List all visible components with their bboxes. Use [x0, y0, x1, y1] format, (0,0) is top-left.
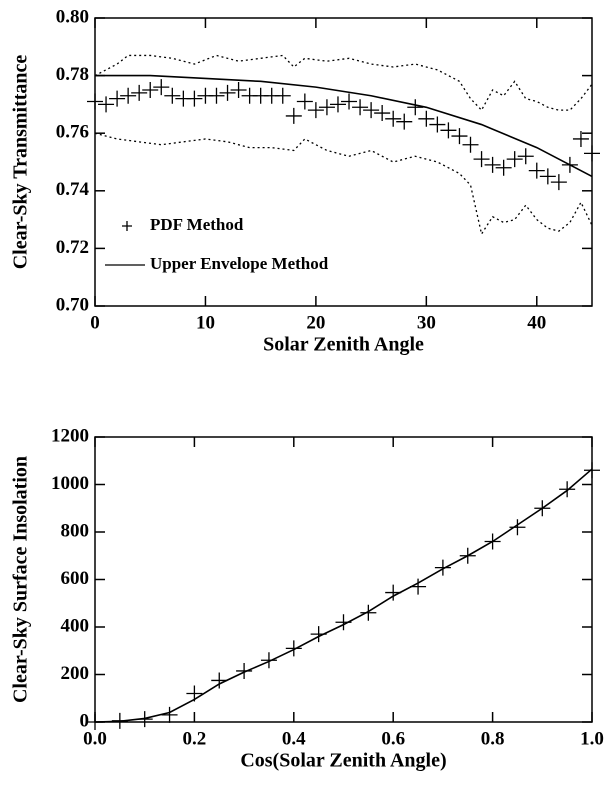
- data-point: [87, 93, 103, 110]
- y-tick-label: 0.70: [56, 294, 89, 315]
- y-tick-label: 1000: [51, 473, 89, 494]
- x-tick-label: 0: [90, 312, 100, 333]
- data-point: [484, 156, 501, 173]
- data-point: [230, 82, 247, 98]
- legend-label: PDF Method: [150, 215, 244, 234]
- data-point: [131, 84, 148, 101]
- y-tick-label: 0.76: [56, 122, 89, 143]
- x-tick-label: 0.2: [183, 728, 207, 749]
- data-point: [495, 159, 512, 176]
- series-line: [95, 74, 593, 178]
- series-line: [94, 468, 593, 723]
- data-point: [208, 87, 225, 104]
- data-point: [120, 87, 137, 104]
- bound-line: [94, 54, 593, 112]
- data-point: [219, 84, 236, 101]
- data-point: [363, 102, 380, 119]
- data-point: [572, 130, 589, 147]
- x-tick-label: 0.0: [83, 728, 107, 749]
- data-point: [462, 136, 479, 153]
- x-tick-label: 20: [306, 312, 325, 333]
- y-tick-label: 0: [80, 710, 90, 731]
- y-axis-title: Clear-Sky Transmittance: [10, 55, 32, 270]
- y-tick-label: 600: [61, 568, 90, 589]
- plot-frame: [94, 436, 593, 723]
- data-point: [360, 604, 377, 621]
- data-point: [164, 87, 181, 104]
- data-point: [161, 706, 178, 723]
- data-point: [539, 168, 556, 185]
- x-axis-title: Cos(Solar Zenith Angle): [240, 750, 446, 772]
- x-tick-label: 0.4: [282, 728, 306, 749]
- data-point: [584, 145, 600, 162]
- data-point: [285, 107, 302, 124]
- y-axis-title: Clear-Sky Surface Insolation: [10, 456, 32, 703]
- data-point: [550, 174, 567, 191]
- data-point: [434, 559, 451, 576]
- data-point: [418, 110, 435, 127]
- data-point: [506, 151, 523, 168]
- data-point: [285, 640, 302, 657]
- legend-label: Upper Envelope Method: [150, 254, 329, 273]
- data-point: [407, 99, 424, 116]
- data-point: [296, 93, 313, 110]
- data-point: [385, 110, 402, 127]
- data-point: [109, 90, 126, 107]
- legend-marker: [122, 221, 132, 231]
- x-tick-label: 40: [527, 312, 546, 333]
- y-tick-label: 0.78: [56, 64, 89, 85]
- x-axis-title: Solar Zenith Angle: [263, 334, 424, 356]
- y-tick-label: 400: [61, 615, 90, 636]
- data-point: [451, 128, 468, 145]
- data-point: [528, 162, 545, 179]
- x-tick-label: 0.8: [481, 728, 505, 749]
- data-point: [473, 151, 490, 168]
- data-point: [318, 99, 335, 116]
- y-tick-label: 200: [61, 663, 90, 684]
- data-point: [153, 79, 170, 96]
- data-point: [329, 96, 346, 113]
- data-point: [584, 462, 600, 479]
- data-point: [211, 672, 228, 689]
- y-tick-label: 800: [61, 520, 90, 541]
- plot-frame: [94, 17, 593, 307]
- y-tick-label: 0.72: [56, 237, 89, 258]
- data-point: [429, 116, 446, 133]
- y-tick-label: 0.74: [56, 179, 90, 200]
- data-point: [509, 519, 526, 536]
- data-point: [142, 82, 159, 98]
- data-point: [517, 148, 534, 165]
- x-tick-label: 0.6: [381, 728, 405, 749]
- y-tick-label: 1200: [51, 425, 89, 446]
- x-tick-label: 10: [196, 312, 215, 333]
- data-point: [440, 122, 457, 139]
- data-point: [341, 93, 358, 110]
- data-point: [274, 87, 291, 104]
- data-point: [260, 652, 277, 669]
- data-point: [352, 99, 369, 116]
- x-tick-label: 1.0: [580, 728, 604, 749]
- data-point: [236, 662, 253, 679]
- data-point: [307, 102, 324, 119]
- data-point: [186, 90, 203, 107]
- data-point: [559, 481, 576, 498]
- data-point: [396, 113, 413, 130]
- x-tick-label: 30: [417, 312, 436, 333]
- data-point: [374, 105, 391, 122]
- y-tick-label: 0.80: [56, 6, 89, 27]
- data-point: [98, 96, 115, 113]
